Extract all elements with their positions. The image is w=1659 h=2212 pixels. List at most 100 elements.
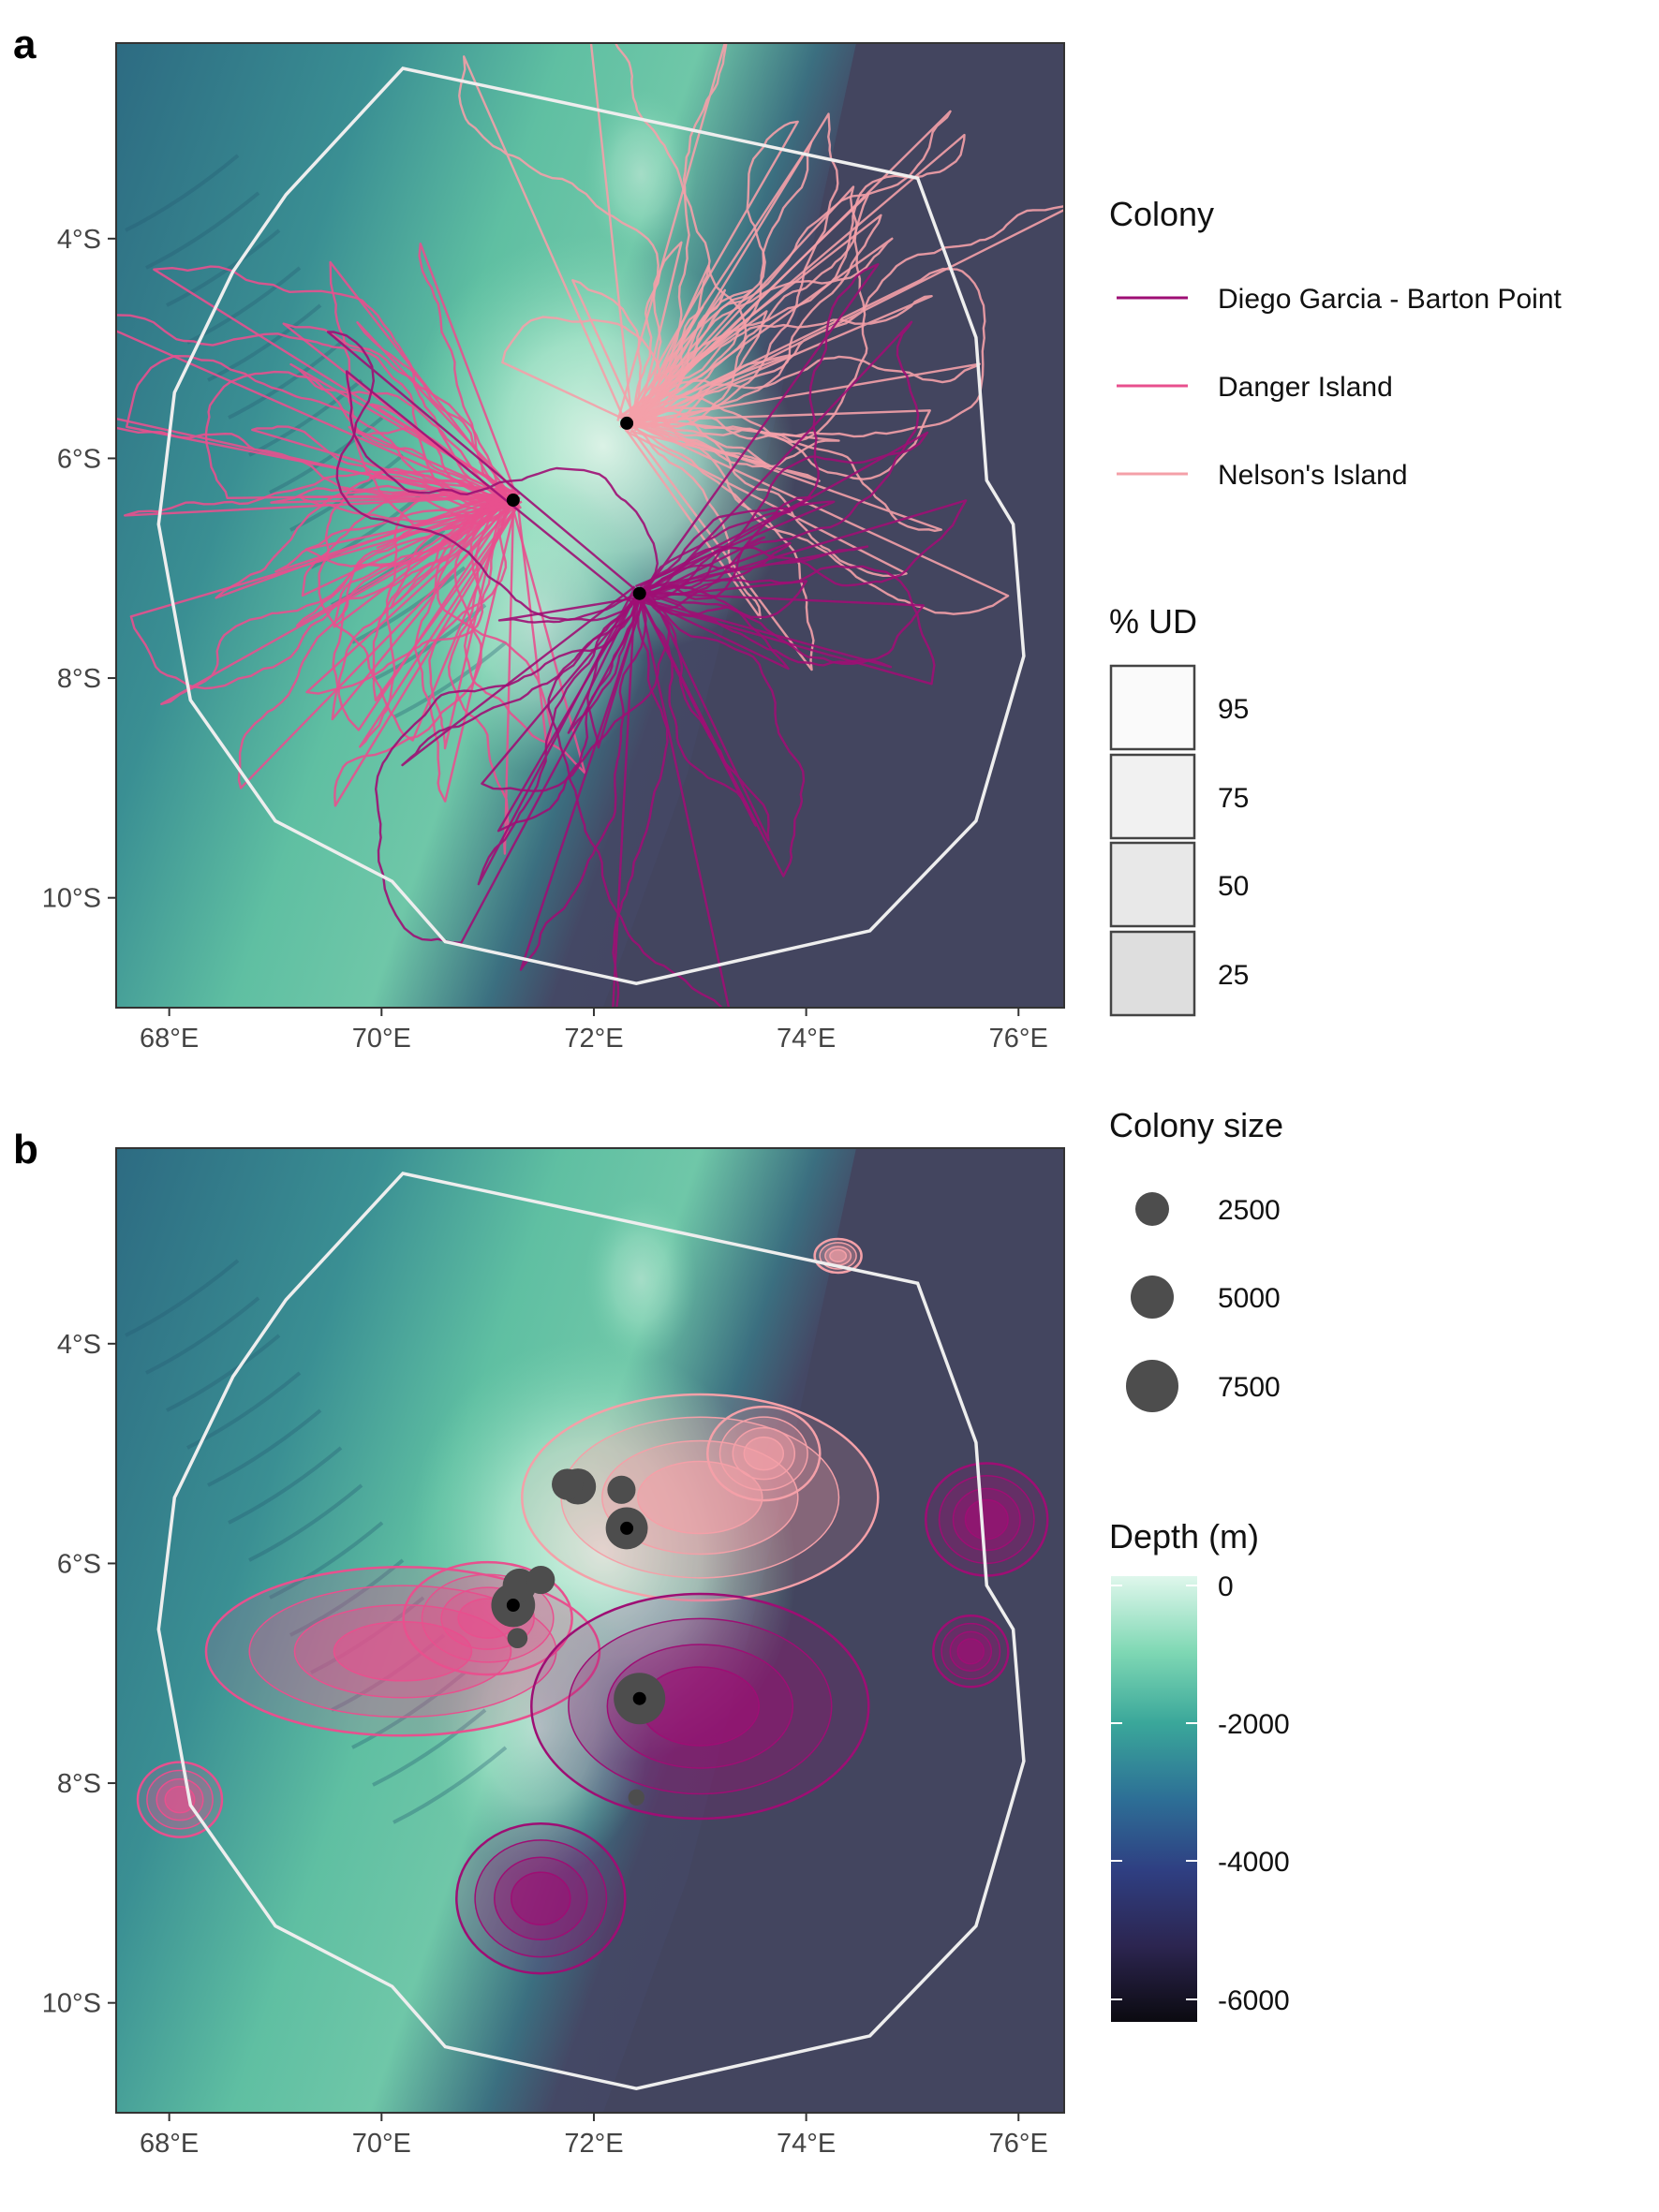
seafloor-streak [166, 229, 281, 307]
ud-label-50: 50 [1218, 871, 1249, 902]
ud-contour-diego-garcia [511, 1871, 571, 1925]
track-line [345, 370, 659, 604]
seafloor-streak [248, 1483, 363, 1562]
size-key-5000 [1131, 1276, 1174, 1319]
seafloor-streak [393, 1746, 508, 1824]
seafloor-streak [289, 1558, 405, 1637]
track-line [418, 243, 520, 502]
seafloor-streak [228, 341, 343, 420]
track-line [326, 331, 641, 621]
track-line [626, 112, 839, 432]
mpa-boundary [156, 66, 1026, 985]
track-line [619, 214, 882, 425]
panel-b: 68°E 70°E 72°E 74°E 76°E 4°S 6°S 8°S 10°S [42, 1147, 1065, 2159]
shallow-ridge-north [585, 1195, 697, 1364]
seafloor-streak [372, 603, 487, 682]
track-line [333, 499, 518, 807]
track-line [496, 592, 671, 833]
track-line [589, 43, 711, 430]
y-tick-label: 10°S [42, 884, 101, 914]
ud-contour-nelsons-island [637, 1460, 763, 1535]
ud-contour-nelsons-island [743, 1436, 785, 1471]
track-line [305, 498, 514, 695]
colony-size-legend-title: Colony size [1109, 1106, 1283, 1144]
seafloor-streak [269, 1521, 384, 1600]
legend-label-diego-garcia: Diego Garcia - Barton Point [1218, 284, 1563, 315]
track-line [638, 495, 812, 610]
y-tick-label: 8°S [57, 664, 101, 694]
depth-legend-title: Depth (m) [1109, 1517, 1259, 1556]
track-line [296, 496, 521, 627]
depth-legend: Depth (m) 0 -2000 -4000 -6000 [1109, 1517, 1290, 2022]
ud-key-50 [1109, 841, 1196, 928]
track-line [638, 592, 806, 877]
ud-legend: % UD 95 75 50 25 [1109, 602, 1249, 1017]
seafloor-streak [125, 1259, 240, 1337]
track-line [639, 580, 807, 619]
ud-contour-nelsons-island [829, 1248, 848, 1263]
track-line [375, 593, 647, 944]
ud-label-95: 95 [1218, 694, 1249, 725]
seafloor-streak [351, 1671, 467, 1749]
ud-label-25: 25 [1218, 960, 1249, 991]
ud-key-75 [1109, 753, 1196, 840]
track-line [428, 494, 514, 750]
track-line [370, 403, 513, 503]
ud-contour-diego-garcia [956, 1638, 985, 1665]
track-line [639, 586, 770, 842]
panel-border [115, 1147, 1065, 2114]
track-line [126, 355, 513, 504]
track-line [372, 497, 520, 701]
depth-tick-4000: -4000 [1218, 1847, 1290, 1878]
track-line [463, 499, 586, 774]
x-tick-label: 74°E [777, 2129, 836, 2159]
depth-tick-6000: -6000 [1218, 1985, 1290, 2016]
track-line [624, 421, 762, 620]
legend-label-nelsons-island: Nelson's Island [1218, 460, 1408, 491]
track-line [626, 241, 683, 430]
ud-key-25 [1109, 930, 1196, 1017]
x-tick-label: 76°E [989, 1024, 1048, 1054]
colony-size-legend: Colony size 2500 5000 7500 [1109, 1106, 1283, 1412]
colony-location [632, 1691, 646, 1705]
colony-location [632, 586, 646, 600]
track-line [447, 497, 515, 855]
y-tick-label: 8°S [57, 1769, 101, 1799]
colony-location [620, 1521, 634, 1535]
y-tick-label: 10°S [42, 1989, 101, 2019]
track-line [639, 592, 893, 669]
seafloor-streak [269, 416, 384, 494]
size-label-7500: 7500 [1218, 1372, 1281, 1403]
colony-size-point [628, 1789, 644, 1806]
track-line [477, 588, 641, 886]
mpa-boundary [156, 1172, 1026, 2090]
panel-a: 68°E 70°E 72°E 74°E 76°E 4°S 6°S 8°S 10°S [42, 42, 1065, 1054]
track-line [586, 593, 645, 749]
shallow-ridge [425, 474, 650, 774]
track-line [635, 500, 836, 595]
track-line [458, 55, 662, 431]
colony-size-point [607, 1475, 636, 1504]
deep-basin [603, 1148, 1064, 2113]
track-line [639, 320, 920, 603]
colony-size-point [552, 1468, 584, 1500]
seafloor-streak [372, 1708, 487, 1787]
x-tick-label: 68°E [140, 1024, 199, 1054]
ud-key-95 [1109, 664, 1196, 751]
seafloor-streak [393, 641, 508, 719]
depth-tick-2000: -2000 [1218, 1709, 1290, 1740]
track-line [331, 498, 514, 721]
panel-border [115, 42, 1065, 1009]
size-label-2500: 2500 [1218, 1195, 1281, 1226]
map-area [116, 1148, 1064, 2113]
panel-label-a: a [13, 22, 37, 67]
colony-location [506, 1599, 520, 1613]
depth-colorbar-ticks [1111, 1585, 1197, 2000]
colony-legend-title: Colony [1109, 195, 1214, 233]
x-tick-label: 68°E [140, 2129, 199, 2159]
seafloor-streak [351, 566, 467, 644]
x-tick-label: 72°E [564, 2129, 623, 2159]
track-line [623, 415, 1010, 615]
track-line [116, 314, 514, 509]
